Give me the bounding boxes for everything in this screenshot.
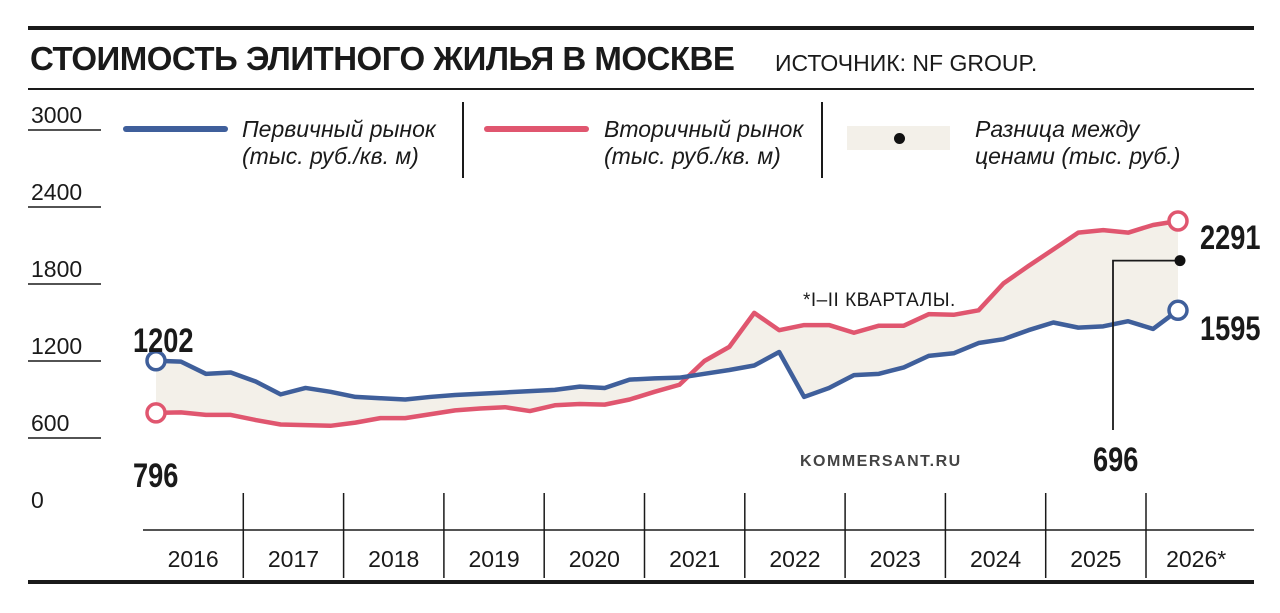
x-tick-label: 2017 xyxy=(268,546,319,572)
source-note: ИСТОЧНИК: NF GROUP. xyxy=(775,50,1038,76)
y-tick-label: 1200 xyxy=(31,333,82,359)
chart-title: СТОИМОСТЬ ЭЛИТНОГО ЖИЛЬЯ В МОСКВЕ xyxy=(30,40,735,77)
y-tick-label: 1800 xyxy=(31,256,82,282)
x-tick-label: 2022 xyxy=(769,546,820,572)
primary-market-line xyxy=(153,308,1181,402)
y-tick-label: 2400 xyxy=(31,179,82,205)
x-tick-label: 2024 xyxy=(970,546,1021,572)
legend-primary-line1: Первичный рынок xyxy=(242,116,436,142)
credit-label: KOMMERSANT.RU xyxy=(800,453,962,470)
x-tick-label: 2020 xyxy=(569,546,620,572)
legend-secondary-line2: (тыс. руб./кв. м) xyxy=(604,143,781,169)
x-tick-label: 2023 xyxy=(870,546,921,572)
legend-difference-line2: ценами (тыс. руб.) xyxy=(975,143,1181,169)
title-rule xyxy=(28,88,1254,90)
bottom-rule xyxy=(28,580,1254,584)
difference-band xyxy=(156,220,1178,426)
primary-end-marker xyxy=(1167,299,1189,322)
x-tick-label: 2026* xyxy=(1166,546,1226,572)
legend-secondary-line1: Вторичный рынок xyxy=(604,116,804,142)
legend-secondary-swatch xyxy=(484,126,589,132)
legend-primary-line2: (тыс. руб./кв. м) xyxy=(242,143,419,169)
primary-end-label: 1595 xyxy=(1200,309,1260,348)
legend-difference-dot xyxy=(894,133,905,144)
legend-separator xyxy=(462,102,464,178)
secondary-market-line xyxy=(153,218,1181,429)
top-rule xyxy=(28,26,1254,30)
quarters-note: *I–II КВАРТАЛЫ. xyxy=(803,290,956,311)
primary-start-label: 1202 xyxy=(133,321,193,360)
y-tick-label: 0 xyxy=(31,487,44,513)
secondary-end-marker xyxy=(1167,210,1189,232)
primary-start-marker xyxy=(145,349,167,372)
legend-primary: Первичный рынок (тыс. руб./кв. м) xyxy=(242,116,436,170)
difference-leader-line xyxy=(1112,259,1180,430)
secondary-end-label: 2291 xyxy=(1200,218,1260,257)
secondary-start-label: 796 xyxy=(133,456,178,495)
x-tick-label: 2018 xyxy=(368,546,419,572)
legend-primary-swatch xyxy=(123,126,228,132)
legend-separator xyxy=(821,102,823,178)
x-tick-label: 2016 xyxy=(168,546,219,572)
difference-dot xyxy=(1174,255,1186,267)
legend-difference: Разница между ценами (тыс. руб.) xyxy=(975,116,1180,170)
y-tick-label: 3000 xyxy=(31,102,82,128)
x-tick-label: 2021 xyxy=(669,546,720,572)
y-tick-label: 600 xyxy=(31,410,69,436)
secondary-start-marker xyxy=(145,402,167,424)
legend-secondary: Вторичный рынок (тыс. руб./кв. м) xyxy=(604,116,803,170)
x-tick-label: 2025 xyxy=(1070,546,1121,572)
difference-end-label: 696 xyxy=(1093,440,1138,479)
legend-difference-line1: Разница между xyxy=(975,116,1140,142)
x-tick-label: 2019 xyxy=(468,546,519,572)
